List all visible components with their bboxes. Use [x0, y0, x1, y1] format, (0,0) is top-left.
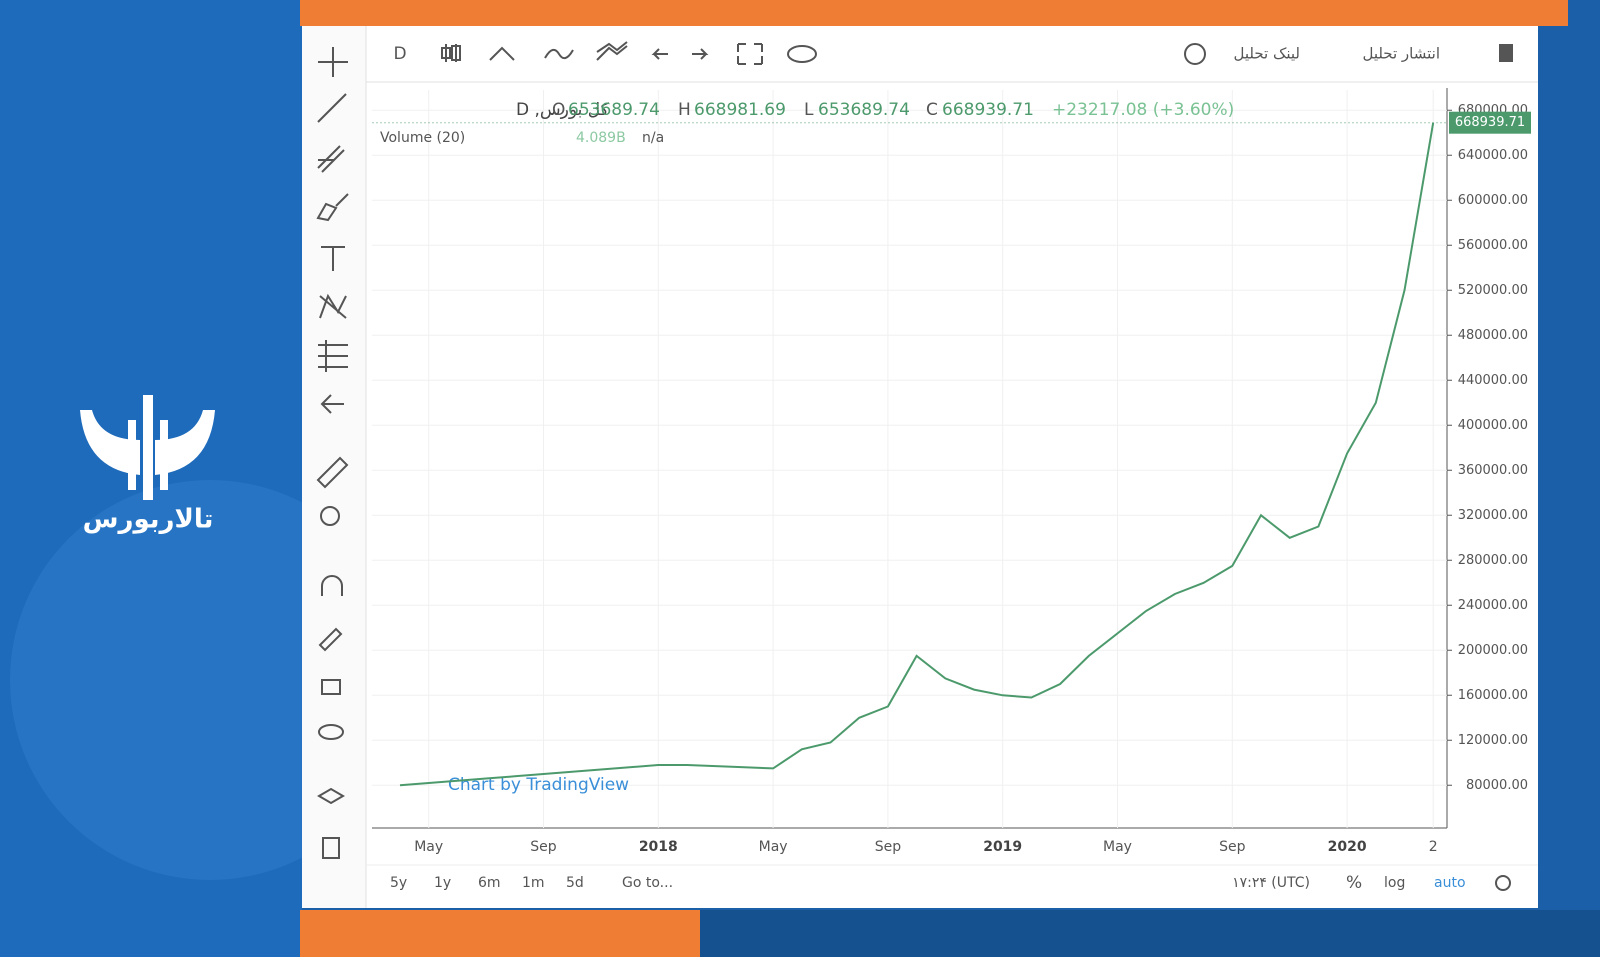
- studies[interactable]: [596, 41, 628, 61]
- fib-tool[interactable]: [318, 340, 348, 372]
- x-tick-label: 2020: [1328, 839, 1367, 855]
- trash[interactable]: [1499, 44, 1513, 62]
- low-key: L: [804, 100, 814, 120]
- goto[interactable]: Go to...: [622, 875, 673, 891]
- open-key: O: [552, 100, 565, 120]
- open: 653689.74: [568, 100, 660, 120]
- ruler-tool[interactable]: [316, 456, 349, 489]
- high: 668981.69: [694, 100, 786, 120]
- text-tool[interactable]: [321, 246, 345, 271]
- auto-toggle[interactable]: auto: [1434, 875, 1466, 891]
- axis-settings[interactable]: [1495, 875, 1511, 891]
- x-tick-label: May: [414, 839, 443, 855]
- y-tick-label: 560000.00: [1458, 238, 1528, 253]
- top-band: [300, 0, 1568, 26]
- brush-tool[interactable]: [316, 193, 349, 222]
- x-tick-label: 2019: [983, 839, 1022, 855]
- zoom-tool[interactable]: [320, 506, 340, 526]
- y-tick-label: 160000.00: [1458, 688, 1528, 703]
- redo[interactable]: [692, 48, 709, 60]
- tool-column: [302, 26, 366, 908]
- settings[interactable]: [1184, 43, 1206, 65]
- low: 653689.74: [818, 100, 910, 120]
- pitchfork-tool[interactable]: [317, 145, 345, 173]
- app-panel: [302, 26, 1538, 908]
- lock-draw-tool[interactable]: [318, 627, 343, 652]
- y-tick-label: 480000.00: [1458, 328, 1528, 343]
- volume-value: 4.089B: [576, 130, 626, 146]
- layers-tool[interactable]: [317, 787, 345, 805]
- log-toggle[interactable]: log: [1384, 875, 1405, 891]
- y-tick-label: 440000.00: [1458, 373, 1528, 388]
- y-tick-label: 640000.00: [1458, 148, 1528, 163]
- tool-icons[interactable]: [316, 47, 349, 859]
- interval-button[interactable]: D: [393, 44, 406, 64]
- logo: [80, 395, 215, 500]
- grid: [372, 90, 1447, 828]
- magnet-tool[interactable]: [321, 575, 343, 596]
- legend: کل بورس, D O 653689.74 H 668981.69 L 653…: [380, 100, 1234, 146]
- y-tick-label: 360000.00: [1458, 463, 1528, 478]
- x-tick-label: Sep: [1219, 839, 1246, 855]
- y-tick-label: 520000.00: [1458, 283, 1528, 298]
- pattern-tool[interactable]: [319, 293, 347, 319]
- close-key: C: [926, 100, 938, 120]
- chart-style[interactable]: [441, 44, 461, 62]
- range-button[interactable]: 6m: [478, 875, 501, 891]
- y-tick-label: 400000.00: [1458, 418, 1528, 433]
- watermark: Chart by TradingView: [448, 775, 629, 795]
- compare[interactable]: [544, 48, 574, 60]
- last-price-label: 668939.71: [1455, 115, 1525, 130]
- percent-toggle[interactable]: %: [1346, 873, 1362, 893]
- range-button[interactable]: 5y: [390, 875, 407, 891]
- y-tick-label: 320000.00: [1458, 508, 1528, 523]
- clock: ۱۷:۲۴ (UTC): [1232, 875, 1310, 891]
- publish-button[interactable]: انتشار تحلیل: [1362, 45, 1440, 63]
- range-button[interactable]: 1y: [434, 875, 451, 891]
- close: 668939.71: [942, 100, 1034, 120]
- lock-tool[interactable]: [321, 679, 341, 695]
- price-line: [399, 122, 1435, 787]
- undo[interactable]: [651, 48, 668, 60]
- back-tool[interactable]: [320, 394, 344, 414]
- y-tick-label: 240000.00: [1458, 598, 1528, 613]
- y-tick-label: 600000.00: [1458, 193, 1528, 208]
- x-tick-label: 2: [1429, 839, 1438, 855]
- indicators[interactable]: [489, 46, 515, 61]
- y-tick-label: 200000.00: [1458, 643, 1528, 658]
- delete-tool[interactable]: [322, 837, 340, 859]
- y-tick-label: 120000.00: [1458, 733, 1528, 748]
- link-button[interactable]: لینک تحلیل: [1233, 45, 1300, 63]
- trendline-tool[interactable]: [317, 93, 347, 123]
- symbol: کل بورس, D: [516, 100, 610, 120]
- x-tick-label: May: [759, 839, 788, 855]
- toolbar-icons[interactable]: [441, 41, 1513, 65]
- range-button[interactable]: 5d: [566, 875, 584, 891]
- change: +23217.08 (+3.60%): [1052, 100, 1234, 120]
- high-key: H: [678, 100, 691, 120]
- last-price-badge: [1449, 111, 1531, 134]
- y-tick-label: 80000.00: [1466, 778, 1528, 793]
- range-button[interactable]: 1m: [522, 875, 545, 891]
- crosshair-tool[interactable]: [318, 47, 348, 77]
- x-tick-label: Sep: [530, 839, 557, 855]
- bottom-band: [300, 910, 700, 957]
- hide[interactable]: [787, 45, 817, 63]
- bottom-band-blue: [700, 910, 1600, 957]
- x-tick-label: 2018: [639, 839, 678, 855]
- brand-name: تالاربورس: [83, 505, 214, 535]
- volume-ma: n/a: [642, 130, 664, 146]
- x-tick-label: May: [1103, 839, 1132, 855]
- fullscreen[interactable]: [737, 43, 763, 65]
- x-tick-label: Sep: [875, 839, 902, 855]
- visibility-tool[interactable]: [318, 724, 344, 740]
- y-tick-label: 280000.00: [1458, 553, 1528, 568]
- volume-label: Volume (20): [380, 130, 465, 146]
